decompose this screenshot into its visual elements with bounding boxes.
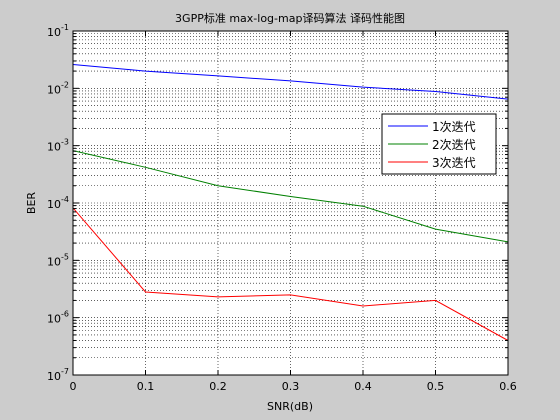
y-tick-label: 10-1 (47, 23, 69, 39)
y-tick-label: 10-6 (47, 310, 69, 326)
legend-label-3: 3次迭代 (432, 156, 476, 170)
x-axis-label: SNR(dB) (267, 400, 313, 413)
x-tick-label: 0.4 (354, 380, 372, 393)
series-line-1 (72, 64, 509, 100)
y-tick-label: 10-3 (47, 138, 69, 154)
legend-label-1: 1次迭代 (432, 120, 476, 134)
axis-ticks: 0 0.1 0.2 0.3 0.4 0.5 0.6 10-1 10-2 10-3 10-4 10-5 1… (47, 23, 517, 393)
series-line-3 (72, 207, 509, 341)
legend-label-2: 2次迭代 (432, 138, 476, 152)
x-tick-label: 0.2 (209, 380, 227, 393)
y-tick-label: 10-7 (47, 367, 69, 383)
x-tick-label: 0 (70, 380, 77, 393)
y-tick-label: 10-4 (47, 195, 69, 211)
y-axis-label: BER (25, 192, 38, 214)
y-tick-label: 10-5 (47, 252, 69, 268)
legend: 1次迭代 2次迭代 3次迭代 (381, 113, 497, 175)
y-tick-label: 10-2 (47, 80, 69, 96)
series-lines (72, 64, 509, 341)
series-line-2 (72, 150, 509, 243)
chart-title: 3GPP标准 max-log-map译码算法 译码性能图 (175, 11, 405, 25)
x-tick-label: 0.6 (499, 380, 517, 393)
x-tick-label: 0.3 (282, 380, 300, 393)
x-tick-label: 0.5 (427, 380, 445, 393)
x-tick-label: 0.1 (137, 380, 155, 393)
